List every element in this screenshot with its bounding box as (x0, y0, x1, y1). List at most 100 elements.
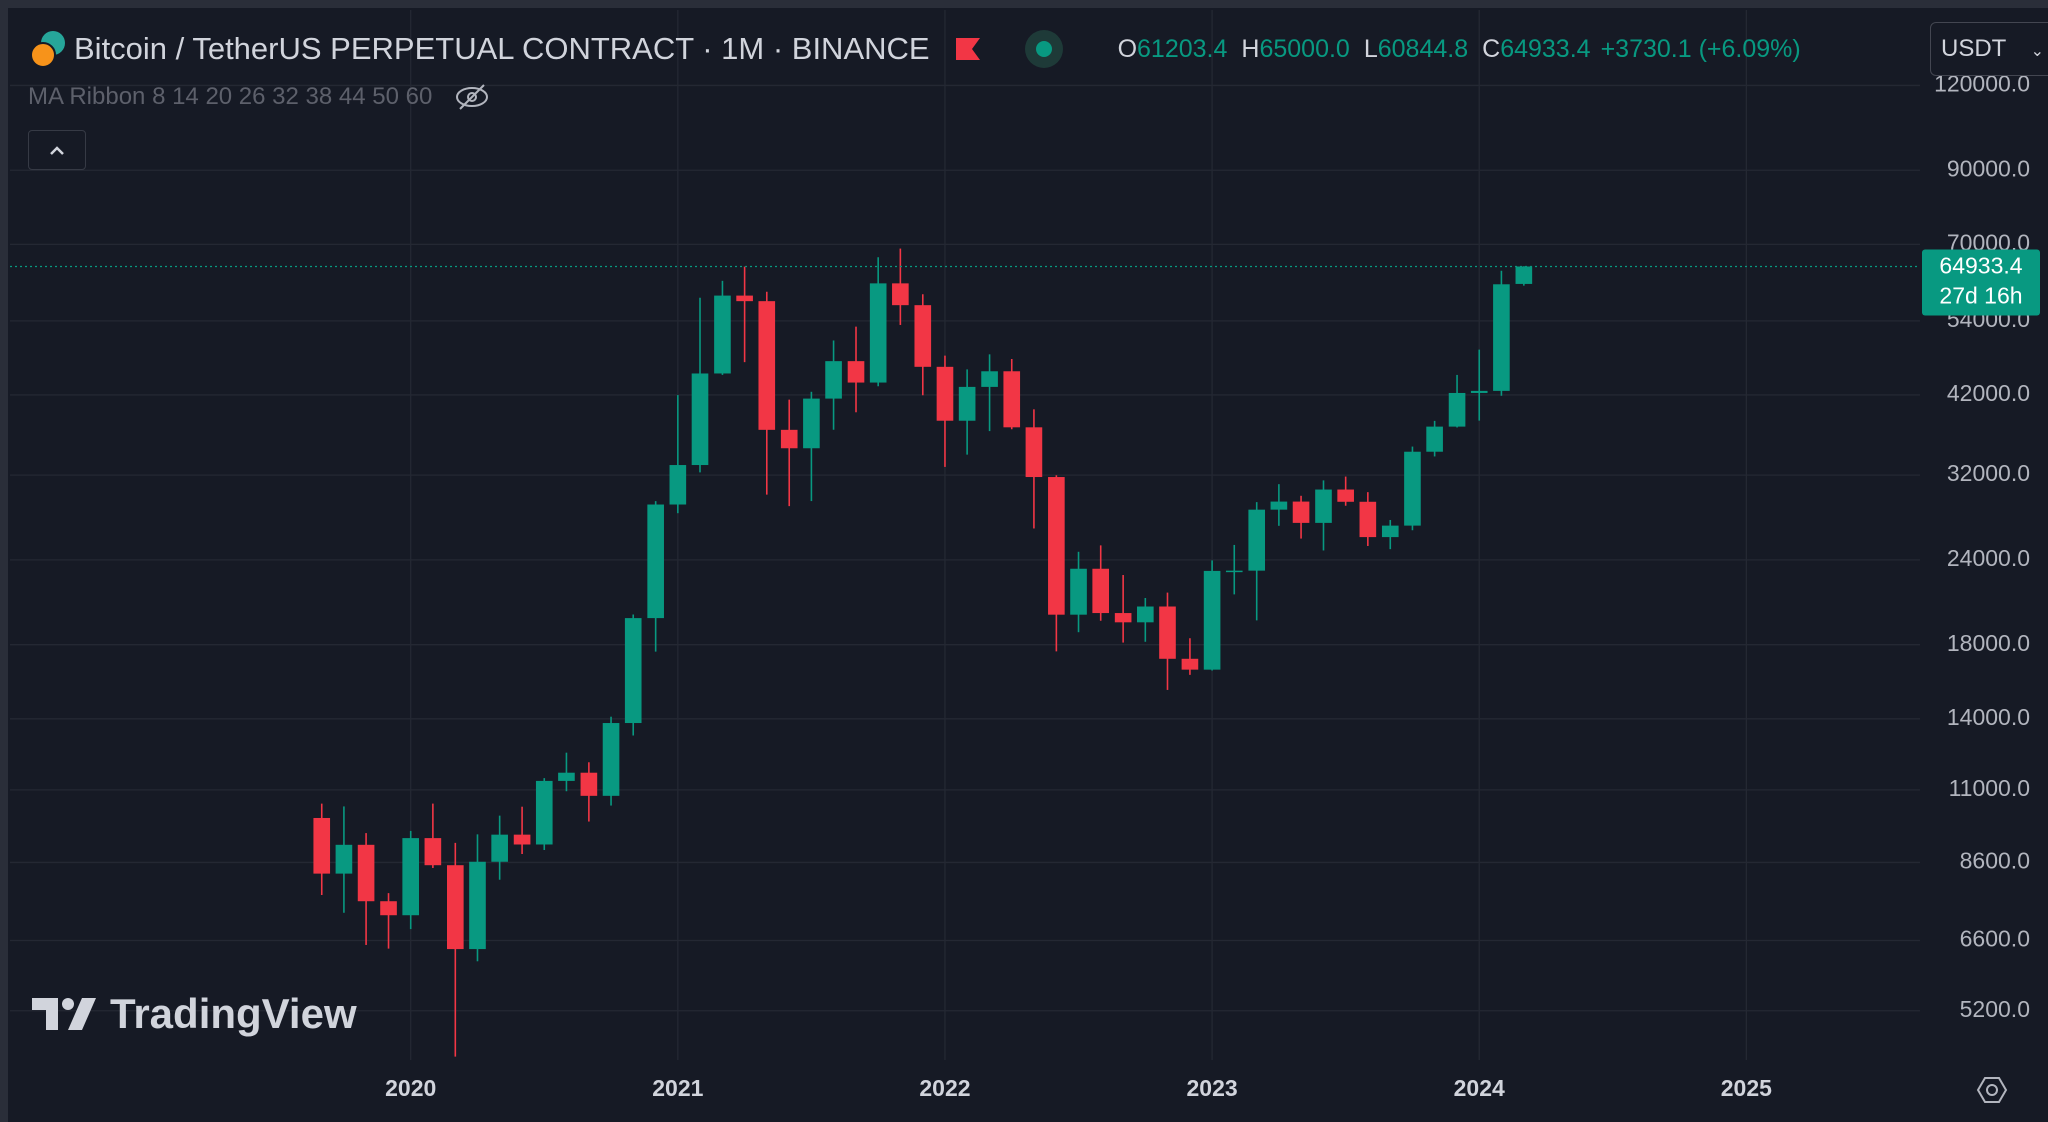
candle-body (1381, 525, 1399, 538)
candle-body (780, 429, 798, 449)
candle-body (313, 817, 331, 874)
y-tick-label: 18000.0 (1947, 630, 2030, 656)
c-label: C (1482, 34, 1501, 63)
candle-body (1493, 284, 1510, 391)
y-tick-label: 24000.0 (1947, 545, 2030, 571)
currency: USDT (1941, 35, 2006, 62)
indicator-label: MA Ribbon 8 14 20 26 32 38 44 50 60 (28, 83, 433, 110)
settings-icon[interactable] (1976, 1077, 2008, 1103)
candles (10, 248, 1920, 1057)
h-value: 65000.0 (1259, 34, 1350, 63)
candle-body (491, 834, 508, 862)
x-tick-label: 2022 (919, 1075, 970, 1101)
candle-body (1426, 426, 1443, 452)
candle-body (1048, 477, 1065, 615)
candle-body (1070, 568, 1087, 615)
status-dot (1035, 41, 1052, 57)
collapse-button[interactable] (28, 130, 86, 170)
y-tick-label: 5200.0 (1960, 996, 2030, 1022)
candle-body (1114, 613, 1132, 623)
symbol-title: Bitcoin / TetherUS PERPETUAL CONTRACT · … (74, 31, 930, 66)
h-label: H (1241, 34, 1260, 63)
candle-body (446, 865, 464, 950)
slash (459, 84, 486, 110)
candle-body (402, 838, 420, 916)
candle-body (669, 465, 687, 505)
price-label: 64933.4 (1939, 253, 2022, 279)
header: Bitcoin / TetherUS PERPETUAL CONTRACT · … (26, 24, 1801, 74)
flag[interactable] (954, 34, 984, 64)
candle-body (1448, 392, 1466, 427)
candle-body (758, 301, 776, 430)
candle-body (936, 366, 954, 421)
logo-part (32, 998, 58, 1030)
candle-body (736, 295, 753, 302)
candle-body (1225, 570, 1243, 573)
candle-body (469, 861, 486, 950)
logo-front (30, 42, 56, 68)
y-tick-label: 42000.0 (1947, 380, 2030, 406)
candle-body (847, 361, 865, 383)
candle-body (1203, 570, 1221, 670)
hex-dot (1986, 1084, 1998, 1096)
hex (1976, 1077, 2008, 1103)
top-border (0, 0, 2048, 8)
candle-body (1003, 371, 1021, 428)
y-tick-label: 6600.0 (1960, 926, 2030, 952)
candle-body (869, 283, 887, 383)
x-tick-label: 2024 (1454, 1075, 1505, 1101)
caret: ⌄ (2030, 43, 2044, 60)
candle-body (958, 386, 976, 421)
candle-body (1404, 451, 1421, 526)
left-border (0, 0, 8, 1122)
candle-body (513, 834, 531, 845)
candle-body (714, 295, 731, 374)
o-value: 61203.4 (1137, 34, 1228, 63)
candle-body (1181, 658, 1199, 670)
symbol-logo (30, 31, 65, 68)
candle-body (580, 772, 598, 796)
candle-body (380, 901, 397, 916)
candle-body (691, 373, 709, 466)
change: +3730.1 (+6.09%) (1600, 34, 1801, 63)
watermark-logo (32, 998, 96, 1030)
x-tick-label: 2020 (385, 1075, 436, 1101)
candle-body (647, 504, 664, 619)
candle-body (981, 371, 998, 387)
chevron-line (50, 146, 64, 155)
candle-body (1092, 568, 1110, 614)
grid (10, 10, 1920, 1060)
y-tick-label: 11000.0 (1949, 775, 2030, 801)
candle-body (335, 844, 353, 874)
countdown-label: 27d 16h (1939, 283, 2022, 309)
currency-select[interactable]: USDT ⌄ (1930, 22, 2048, 76)
candle-body (914, 305, 932, 367)
logo-slant (68, 998, 96, 1030)
candle-body (1270, 501, 1288, 510)
pupil (467, 92, 478, 102)
candle-body (602, 723, 620, 796)
candle-body (825, 361, 842, 399)
indicator: MA Ribbon 8 14 20 26 32 38 44 50 60 (28, 82, 492, 112)
candle-body (1292, 501, 1310, 523)
candle-body (803, 398, 820, 449)
candle-body (1159, 606, 1176, 659)
y-tick-label: 14000.0 (1947, 704, 2030, 730)
x-tick-label: 2021 (652, 1075, 703, 1101)
axes: 5200.0 6600.0 8600.0 11000.0 14000.0 18000.0 2… (385, 71, 2040, 1101)
hide-icon[interactable] (452, 82, 492, 112)
price-label-box (1922, 249, 2040, 316)
x-tick-label: 2023 (1187, 1075, 1238, 1101)
l-label: L (1363, 34, 1378, 63)
logo-dot (62, 998, 74, 1010)
y-tick-label: 8600.0 (1960, 848, 2030, 874)
candle-body (892, 283, 909, 306)
candle-body (624, 618, 642, 724)
candle-body (1025, 427, 1043, 478)
candle-body (357, 844, 375, 902)
x-tick-label: 2025 (1721, 1075, 1772, 1101)
watermark-text: TradingView (110, 990, 357, 1037)
y-tick-label: 90000.0 (1947, 155, 2030, 181)
